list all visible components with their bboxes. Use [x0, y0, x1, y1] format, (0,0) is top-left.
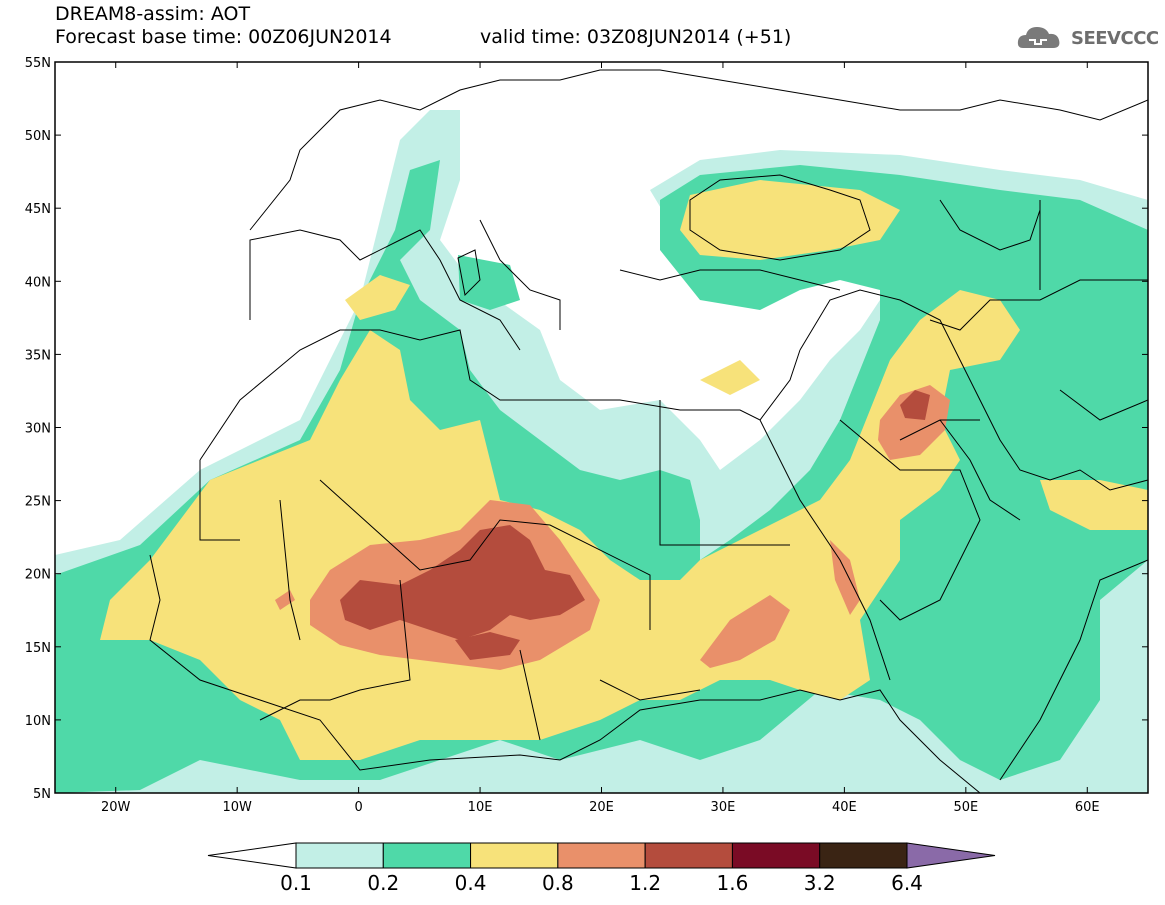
aot-band-0.4 — [100, 290, 1020, 760]
colorbar: 0.1 0.2 0.4 0.8 1.2 1.6 3.2 6.4 — [207, 842, 996, 895]
colorbar-box — [819, 842, 908, 869]
lon-tick-label: 0 — [354, 800, 362, 815]
colorbar-box — [557, 842, 646, 869]
lon-tick-label: 40E — [832, 800, 857, 815]
colorbar-box — [470, 842, 559, 869]
lat-tick-label: 55N — [25, 56, 51, 71]
lat-tick-label: 35N — [25, 348, 51, 363]
colorbar-label: 0.2 — [367, 871, 399, 895]
logo-text: SEEVCCC — [1071, 28, 1159, 49]
lon-tick-label: 10W — [222, 800, 252, 815]
forecast-base-time: Forecast base time: 00Z06JUN2014 — [55, 26, 392, 48]
colorbar-box — [644, 842, 733, 869]
colorbar-label: 3.2 — [804, 871, 836, 895]
lon-tick-label: 10E — [468, 800, 493, 815]
colorbar-box — [382, 842, 472, 869]
coastlines — [149, 69, 1148, 793]
lat-tick-label: 20N — [25, 568, 51, 583]
lon-tick-label: 20W — [101, 800, 131, 815]
colorbar-under-triangle — [207, 842, 297, 869]
latitude-axis: 55N 50N 45N 40N 35N 30N 25N 20N 15N 10N 5N — [25, 56, 1148, 802]
colorbar-label: 1.6 — [717, 871, 749, 895]
colorbar-box — [295, 842, 384, 869]
colorbar-label: 0.4 — [455, 871, 487, 895]
colorbar-label: 1.2 — [629, 871, 661, 895]
seevccc-cloud-logo-icon — [1017, 27, 1060, 48]
colorbar-label: 0.1 — [280, 871, 312, 895]
colorbar-label: 0.8 — [542, 871, 574, 895]
colorbar-over-triangle — [906, 842, 996, 869]
aot-band-1.2 — [340, 525, 585, 640]
lat-tick-label: 45N — [25, 202, 51, 217]
lon-tick-label: 30E — [711, 800, 736, 815]
lat-tick-label: 50N — [25, 129, 51, 144]
lat-tick-label: 5N — [33, 787, 51, 802]
lon-tick-label: 60E — [1075, 800, 1100, 815]
lon-tick-label: 50E — [953, 800, 978, 815]
lat-tick-label: 25N — [25, 495, 51, 510]
colorbar-box — [731, 842, 821, 869]
map-title: DREAM8-assim: AOT — [55, 3, 251, 25]
aot-field — [55, 62, 1148, 793]
longitude-axis: 20W 10W 0 10E 20E 30E 40E 50E 60E — [101, 62, 1100, 815]
lat-tick-label: 10N — [25, 714, 51, 729]
lon-tick-label: 20E — [589, 800, 614, 815]
lat-tick-label: 15N — [25, 641, 51, 656]
valid-time: valid time: 03Z08JUN2014 (+51) — [480, 26, 792, 48]
lat-tick-label: 40N — [25, 275, 51, 290]
colorbar-label: 6.4 — [891, 871, 923, 895]
lat-tick-label: 30N — [25, 422, 51, 437]
